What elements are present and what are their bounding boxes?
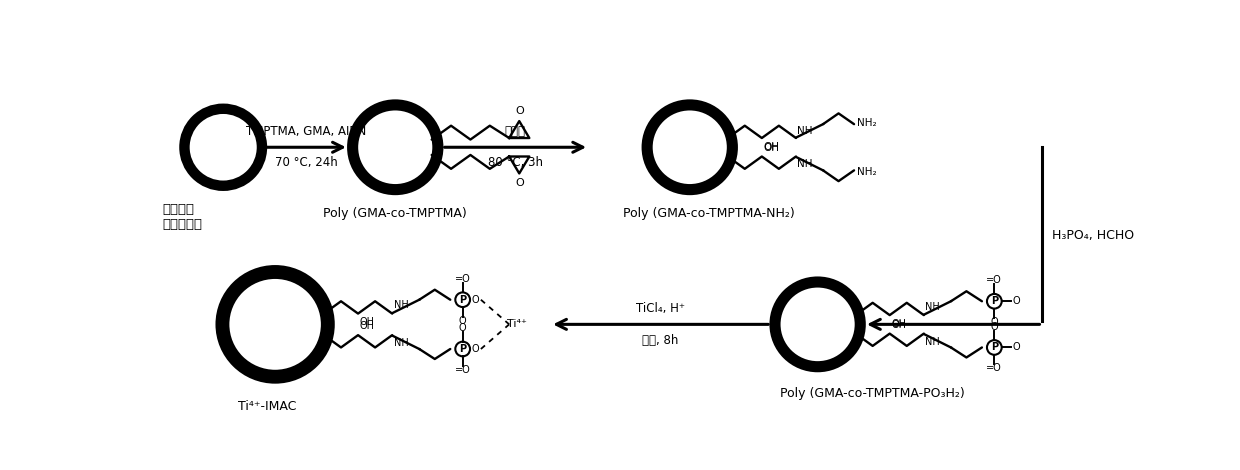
- Text: =O: =O: [455, 365, 470, 375]
- Text: NH: NH: [925, 302, 940, 312]
- Text: O: O: [1013, 296, 1021, 306]
- Text: =O: =O: [455, 274, 470, 284]
- Text: O: O: [1013, 343, 1021, 352]
- Text: OH: OH: [892, 320, 906, 330]
- Text: OH: OH: [360, 317, 374, 328]
- Text: P: P: [991, 296, 998, 306]
- Text: Ti⁴⁺-IMAC: Ti⁴⁺-IMAC: [238, 400, 296, 413]
- Text: 80 °C, 3h: 80 °C, 3h: [487, 157, 543, 170]
- Text: TiCl₄, H⁺: TiCl₄, H⁺: [636, 302, 686, 315]
- Text: 70 °C, 24h: 70 °C, 24h: [275, 157, 337, 170]
- Text: 常温, 8h: 常温, 8h: [642, 334, 678, 346]
- Text: O: O: [459, 323, 466, 333]
- Text: OH: OH: [764, 143, 780, 153]
- Text: O: O: [471, 295, 479, 305]
- Text: =O: =O: [987, 275, 1002, 285]
- Text: OH: OH: [892, 319, 906, 329]
- Text: P: P: [459, 295, 466, 305]
- Text: O: O: [991, 317, 998, 327]
- Text: NH: NH: [394, 338, 408, 348]
- Text: O: O: [459, 315, 466, 326]
- Text: TMPTMA, GMA, AIBN: TMPTMA, GMA, AIBN: [246, 125, 366, 138]
- Text: H₃PO₄, HCHO: H₃PO₄, HCHO: [1052, 229, 1133, 243]
- Text: =O: =O: [987, 363, 1002, 373]
- Text: NH: NH: [797, 125, 813, 136]
- Text: 聚苯乙烯
单分散微球: 聚苯乙烯 单分散微球: [162, 203, 203, 231]
- Text: P: P: [991, 343, 998, 352]
- Text: O: O: [471, 344, 479, 354]
- Text: OH: OH: [764, 142, 780, 152]
- Text: Ti⁴⁺: Ti⁴⁺: [507, 319, 527, 329]
- Text: NH: NH: [394, 300, 408, 311]
- Text: NH₂: NH₂: [857, 118, 877, 128]
- Text: Poly (GMA-co-TMPTMA): Poly (GMA-co-TMPTMA): [324, 207, 467, 220]
- Text: O: O: [515, 178, 523, 188]
- Text: OH: OH: [360, 321, 374, 331]
- Text: Poly (GMA-co-TMPTMA-NH₂): Poly (GMA-co-TMPTMA-NH₂): [624, 207, 795, 220]
- Text: O: O: [515, 107, 523, 117]
- Text: Poly (GMA-co-TMPTMA-PO₃H₂): Poly (GMA-co-TMPTMA-PO₃H₂): [780, 387, 965, 400]
- Text: P: P: [459, 344, 466, 354]
- Text: NH: NH: [925, 337, 940, 347]
- Text: 乙二胺: 乙二胺: [505, 125, 526, 138]
- Text: NH: NH: [797, 159, 813, 169]
- Text: NH₂: NH₂: [857, 167, 877, 177]
- Text: O: O: [991, 321, 998, 332]
